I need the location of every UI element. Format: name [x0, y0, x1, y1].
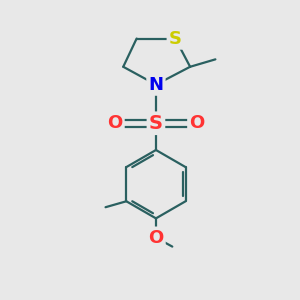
- Text: N: N: [148, 76, 164, 94]
- Text: S: S: [169, 29, 182, 47]
- Text: O: O: [107, 114, 123, 132]
- Text: O: O: [148, 229, 164, 247]
- Text: S: S: [149, 114, 163, 133]
- Text: O: O: [189, 114, 205, 132]
